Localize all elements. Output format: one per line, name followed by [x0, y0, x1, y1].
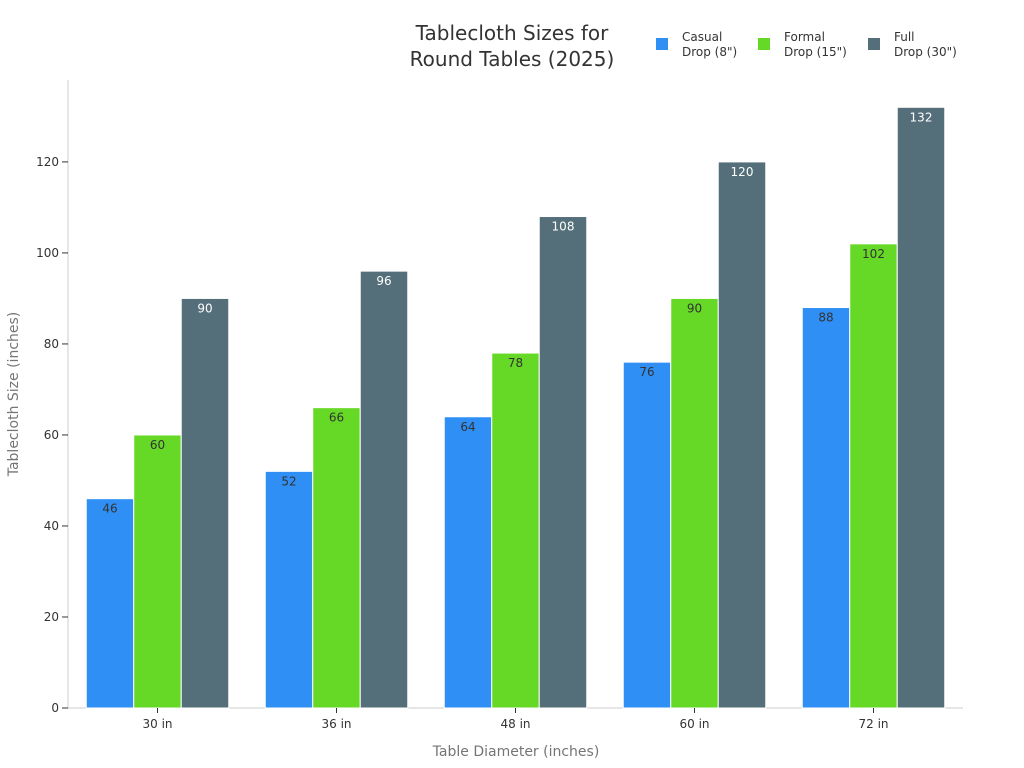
- bar-value-label: 78: [508, 356, 523, 370]
- x-tick-label: 30 in: [142, 717, 172, 731]
- bar-value-label: 108: [552, 220, 575, 234]
- bar: [849, 243, 898, 709]
- bar: [801, 307, 851, 709]
- y-axis-title: Tablecloth Size (inches): [6, 312, 22, 478]
- legend-label: Casual: [682, 30, 722, 44]
- bar-value-label: 90: [687, 301, 702, 315]
- bar-value-label: 102: [862, 247, 885, 261]
- legend-label: Drop (8"): [682, 45, 737, 59]
- legend-label: Drop (30"): [894, 45, 957, 59]
- bar: [133, 434, 182, 709]
- y-tick-label: 120: [36, 155, 59, 169]
- bar: [264, 470, 314, 709]
- bar-value-label: 76: [639, 365, 654, 379]
- bar: [312, 407, 361, 709]
- bar: [896, 106, 946, 709]
- chart-title-line-1: Tablecloth Sizes for: [415, 21, 609, 45]
- bar-value-label: 132: [910, 110, 933, 124]
- bar: [85, 498, 135, 709]
- bar: [443, 416, 493, 709]
- x-tick-label: 72 in: [858, 717, 888, 731]
- x-axis-title: Table Diameter (inches): [432, 744, 600, 760]
- x-tick-label: 36 in: [321, 717, 351, 731]
- y-tick-label: 60: [44, 428, 59, 442]
- legend-swatch: [656, 38, 668, 50]
- legend-swatch: [758, 38, 770, 50]
- bar-value-label: 90: [197, 301, 212, 315]
- y-tick-label: 0: [51, 701, 59, 715]
- bar: [717, 161, 767, 709]
- bar: [359, 270, 409, 709]
- bar: [538, 216, 588, 709]
- x-tick-label: 60 in: [679, 717, 709, 731]
- bar-value-label: 64: [460, 420, 475, 434]
- bar-value-label: 60: [150, 438, 165, 452]
- bar: [670, 297, 719, 709]
- bar-value-label: 88: [818, 311, 833, 325]
- y-tick-label: 20: [44, 610, 59, 624]
- bar: [180, 297, 230, 709]
- y-tick-label: 100: [36, 246, 59, 260]
- y-axis-ticks: 0 20 40 60 80 100 120: [36, 155, 68, 715]
- bar-value-label: 66: [329, 411, 344, 425]
- bar-value-label: 120: [731, 165, 754, 179]
- bar-value-label: 96: [376, 274, 391, 288]
- legend-label: Full: [894, 30, 915, 44]
- bar: [491, 352, 540, 709]
- y-tick-label: 40: [44, 519, 59, 533]
- chart-title-line-2: Round Tables (2025): [410, 47, 615, 71]
- bars: 46 60 90 52 66 96 64 78 108 76 90 120 88 102 132: [85, 106, 946, 709]
- legend-label: Drop (15"): [784, 45, 847, 59]
- legend-label: Formal: [784, 30, 825, 44]
- y-tick-label: 80: [44, 337, 59, 351]
- x-axis-ticks: 30 in 36 in 48 in 60 in 72 in: [142, 708, 889, 731]
- x-tick-label: 48 in: [500, 717, 530, 731]
- bar: [622, 361, 672, 709]
- bar-value-label: 52: [281, 474, 296, 488]
- legend-swatch: [868, 38, 880, 50]
- bar-value-label: 46: [102, 502, 117, 516]
